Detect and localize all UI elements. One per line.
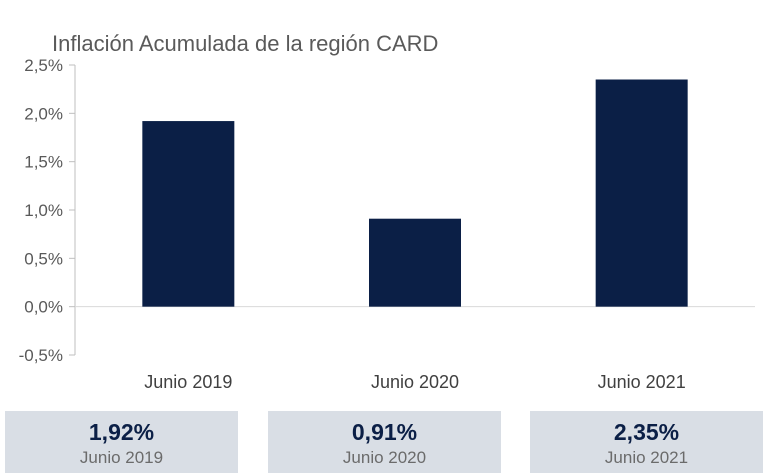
- y-tick-label: 0,5%: [24, 249, 63, 268]
- bar: [142, 121, 235, 307]
- x-tick-label: Junio 2021: [598, 372, 686, 392]
- summary-value: 0,91%: [351, 419, 418, 445]
- y-tick-label: 2,0%: [24, 104, 63, 123]
- summary-box-2020: 0,91% Junio 2020: [268, 411, 501, 473]
- x-tick-label: Junio 2019: [144, 372, 232, 392]
- chart-title: Inflación Acumulada de la región CARD: [52, 31, 439, 56]
- summary-label: Junio 2019: [79, 448, 164, 467]
- summary-value: 1,92%: [88, 419, 155, 445]
- bar: [369, 218, 461, 307]
- summary-label: Junio 2021: [604, 448, 689, 467]
- summary-label: Junio 2020: [342, 448, 427, 467]
- y-tick-label: 0,0%: [24, 298, 63, 317]
- y-tick-label: 2,5%: [24, 56, 63, 75]
- y-tick-label: 1,0%: [24, 201, 63, 220]
- x-tick-label: Junio 2020: [371, 372, 459, 392]
- y-tick-label: 1,5%: [24, 153, 63, 172]
- bar: [595, 79, 688, 307]
- summary-box-2021: 2,35% Junio 2021: [530, 411, 763, 473]
- summary-box-2019: 1,92% Junio 2019: [5, 411, 238, 473]
- y-tick-label: -0,5%: [19, 346, 63, 365]
- bar-chart: 2,5% 2,0% 1,5% 1,0% 0,5% 0,0% -0,5% Junio 2019 J…: [19, 56, 755, 392]
- summary-value: 2,35%: [613, 419, 680, 445]
